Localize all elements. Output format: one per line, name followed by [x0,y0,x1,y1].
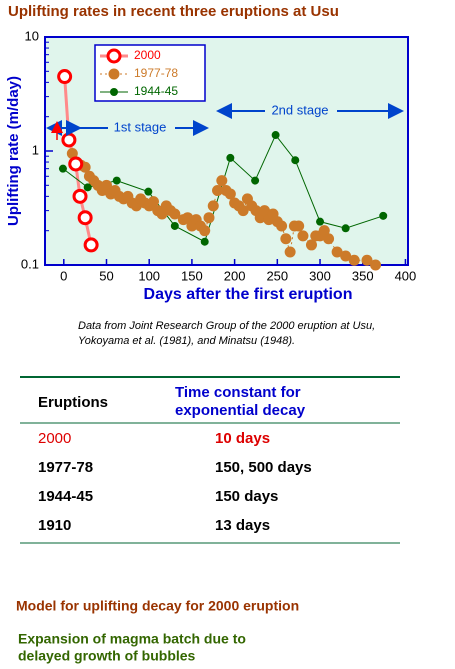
x-tick-label: 150 [181,268,203,283]
marker [144,187,153,196]
marker [216,175,228,187]
model-text: Expansion of magma batch due to [18,631,246,647]
marker [182,212,194,224]
marker [379,211,388,220]
marker [224,188,236,200]
marker [199,225,211,237]
marker [297,230,309,242]
annotation: 1st stage [114,119,167,134]
marker [169,208,181,220]
marker [100,179,112,191]
marker [331,246,343,258]
marker [156,208,168,220]
x-tick-label: 350 [352,268,374,283]
marker [57,69,73,85]
chart-title: Uplifting rates in recent three eruption… [8,3,339,20]
marker [259,205,271,217]
marker [207,200,219,212]
marker [170,221,179,230]
caption: Yokoyama et al. (1981), and Minatsu (194… [78,335,295,347]
marker [323,233,335,245]
marker [280,233,292,245]
marker [212,185,224,197]
marker [251,176,260,185]
marker [200,237,209,246]
legend-label: 2000 [134,48,161,62]
model-title: Model for uplifting decay for 2000 erupt… [16,598,299,614]
legend-label: 1944-45 [134,84,178,98]
table-cell: 2000 [38,430,71,447]
model-text: delayed growth of bubbles [18,648,196,664]
x-tick-label: 100 [138,268,160,283]
x-tick-label: 250 [266,268,288,283]
marker [72,188,88,204]
marker [348,254,360,266]
table-header: Eruptions [38,394,108,411]
marker [305,239,317,251]
marker [291,156,300,165]
marker [83,183,92,192]
marker [226,153,235,162]
x-tick-label: 0 [60,268,67,283]
table-cell: 1977-78 [38,459,93,476]
x-tick-label: 300 [309,268,331,283]
marker [284,246,296,258]
y-tick-label: 1 [32,142,39,157]
x-tick-label: 400 [395,268,417,283]
annotation: 2nd stage [271,102,328,117]
marker [106,48,122,64]
marker [341,224,350,233]
marker [318,225,330,237]
table-cell: 10 days [215,430,270,447]
table-header: exponential decay [175,402,306,419]
marker [77,210,93,226]
marker [68,156,84,172]
marker [61,132,77,148]
x-axis-label: Days after the first eruption [144,286,353,303]
table-cell: 150, 500 days [215,459,312,476]
table-cell: 1944-45 [38,488,93,505]
x-tick-label: 50 [99,268,113,283]
marker [203,212,215,224]
marker [147,196,159,208]
marker [271,131,280,140]
table-cell: 1910 [38,517,71,534]
marker [83,237,99,253]
marker [370,259,382,271]
marker [108,68,120,80]
marker [112,176,121,185]
caption: Data from Joint Research Group of the 20… [78,320,375,332]
legend-label: 1977-78 [134,66,178,80]
marker [340,250,352,262]
table-cell: 150 days [215,488,278,505]
marker [276,220,288,232]
y-tick-label: 0.1 [21,256,39,271]
table-cell: 13 days [215,517,270,534]
marker [293,220,305,232]
marker [316,217,325,226]
y-axis-label: Uplifting rate (m/day) [5,76,22,226]
marker [110,88,118,96]
table-header: Time constant for [175,384,301,401]
marker [361,254,373,266]
marker [58,164,67,173]
marker [237,205,249,217]
x-tick-label: 200 [224,268,246,283]
marker [66,148,78,160]
y-tick-label: 10 [25,28,39,43]
